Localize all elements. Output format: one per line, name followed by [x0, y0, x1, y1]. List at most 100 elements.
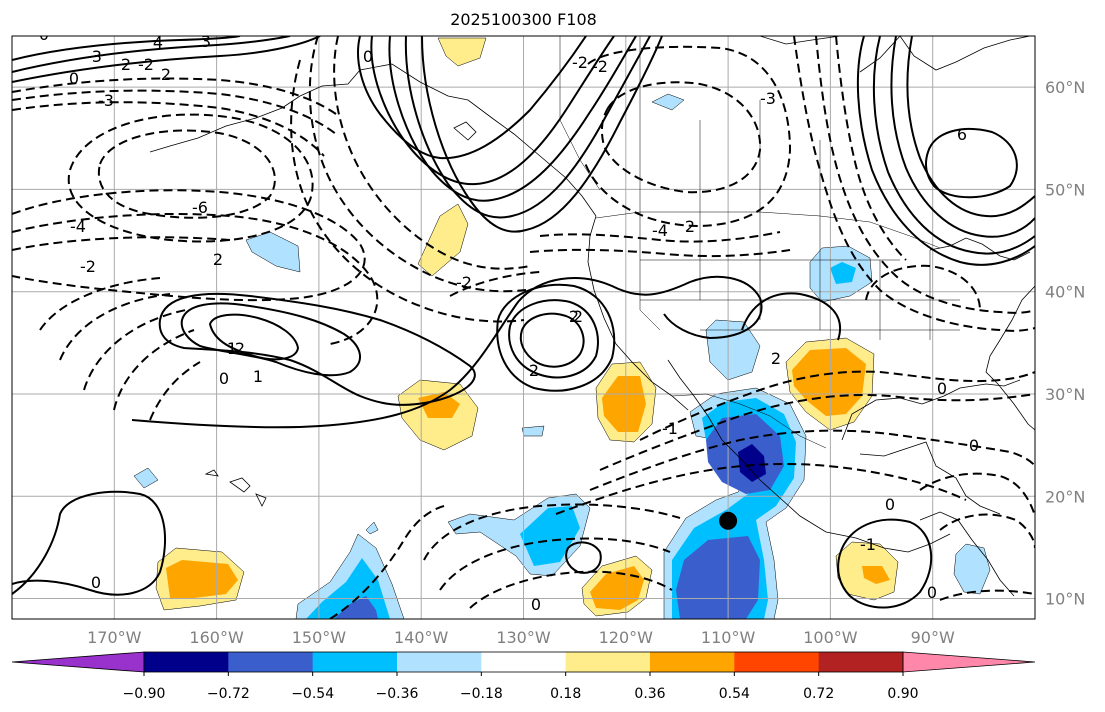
contour-label: 2 — [529, 361, 539, 380]
latitude-tick-label: 20°N — [1045, 487, 1085, 506]
contour-label: 0 — [937, 379, 947, 398]
fill-positive-light — [437, 37, 487, 67]
contour-solid — [906, 36, 1035, 218]
colorbar-bin — [734, 652, 820, 672]
longitude-tick-label: 140°W — [394, 628, 449, 647]
latitude-tick-label: 60°N — [1045, 78, 1085, 97]
contour-label: -2 — [572, 53, 588, 72]
contour-dashed — [539, 231, 781, 243]
colorbar-tick-label: −0.36 — [376, 686, 419, 702]
contour-label: -2 — [592, 57, 608, 76]
contour-solid — [388, 36, 637, 202]
colorbar-tick-label: 0.90 — [887, 686, 918, 702]
fill-negative-dark — [334, 596, 378, 619]
contour-label: 2 — [161, 65, 171, 84]
contour-solid — [872, 36, 1035, 255]
coastline-yucatan — [859, 441, 1001, 515]
contour-solid — [404, 36, 651, 219]
contour-dashed — [815, 36, 1035, 314]
fill-positive-medium — [862, 566, 890, 584]
colorbar-bin — [144, 652, 229, 672]
contour-label: -2 — [138, 55, 154, 74]
contour-solid — [837, 518, 933, 609]
contour-solid — [508, 299, 599, 379]
contour-dashed — [589, 429, 1035, 491]
longitude-tick-label: 160°W — [189, 628, 244, 647]
contour-solid — [925, 128, 1018, 199]
colorbar-outline — [143, 651, 904, 673]
contour-label: 2 — [213, 250, 223, 269]
coastline-centralamerica — [919, 511, 1015, 597]
contour-label: -4 — [70, 217, 86, 236]
contour-label: -4 — [652, 221, 668, 240]
longitude-tick-label: 130°W — [496, 628, 551, 647]
contour-dashed — [449, 271, 541, 297]
colorbar-tick-label: −0.18 — [460, 686, 503, 702]
contour-dashed — [439, 537, 671, 591]
coastline-eastcoast — [985, 285, 1035, 431]
contour-solid — [496, 283, 616, 392]
contour-label: 0 — [969, 436, 979, 455]
fill-positive-medium — [792, 348, 866, 416]
coastlines — [149, 36, 1035, 597]
contour-label: 3 — [201, 32, 211, 51]
contour-label: 0 — [69, 69, 79, 88]
coastline-alaska — [281, 63, 597, 217]
colorbar-tick-label: 0.36 — [634, 686, 665, 702]
contour-label: 2 — [573, 307, 583, 326]
contour-dashed — [39, 277, 201, 421]
contour-dashed — [290, 59, 525, 323]
positive-contours — [12, 36, 1035, 609]
contour-solid — [12, 490, 166, 596]
contour-label: -2 — [80, 257, 96, 276]
longitude-tick-label: 170°W — [87, 628, 142, 647]
colorbar-tick-label: 0.72 — [803, 686, 834, 702]
latitude-tick-label: 50°N — [1045, 180, 1085, 199]
contour-dashed — [12, 89, 337, 135]
colorbar-bin — [397, 652, 482, 672]
contour-solid — [856, 36, 1035, 266]
colorbar-bin — [312, 652, 398, 672]
contour-label: 0 — [885, 495, 895, 514]
colorbar-tick-label: −0.72 — [207, 686, 250, 702]
colorbar-extend-min — [11, 651, 145, 673]
fill-negative-light — [953, 543, 991, 595]
location-marker — [719, 511, 738, 530]
latitude-tick-label: 30°N — [1045, 385, 1085, 404]
contour-dashed — [333, 36, 531, 270]
contour-label: -3 — [760, 89, 776, 108]
contour-solid — [565, 541, 602, 574]
coastline-baja — [667, 359, 951, 553]
contour-solid — [890, 36, 1035, 238]
contour-solid — [519, 312, 585, 368]
colorbar-bin — [565, 652, 651, 672]
contour-solid — [12, 36, 321, 83]
fill-negative-light — [133, 467, 159, 489]
contour-label: 2 — [685, 217, 695, 236]
colorbar-bin — [650, 652, 735, 672]
contour-dashed — [12, 213, 379, 345]
contour-label: 6 — [957, 125, 967, 144]
coastline-hudson — [899, 36, 1031, 71]
contour-dashed — [12, 189, 366, 302]
longitude-tick-label: 150°W — [292, 628, 347, 647]
coastline-gulf — [841, 379, 1021, 441]
map-frame — [11, 35, 1036, 620]
fill-negative-light — [705, 319, 761, 381]
contour-dashed — [97, 129, 276, 219]
longitude-tick-label: 110°W — [701, 628, 756, 647]
contour-label: -1 — [860, 535, 876, 554]
colorbar-bin — [481, 652, 567, 672]
coastline-island — [453, 121, 477, 141]
coastline-canada-arctic — [759, 36, 901, 73]
colorbar-bin — [228, 652, 314, 672]
contour-solid — [12, 36, 291, 73]
contour-label: 4 — [153, 33, 163, 52]
border-us-canada — [595, 211, 941, 249]
contour-label: -3 — [98, 91, 114, 110]
contour-dashed — [12, 236, 231, 251]
contour-label: 1 — [227, 339, 237, 358]
plot-title: 2025100300 F108 — [450, 10, 597, 29]
